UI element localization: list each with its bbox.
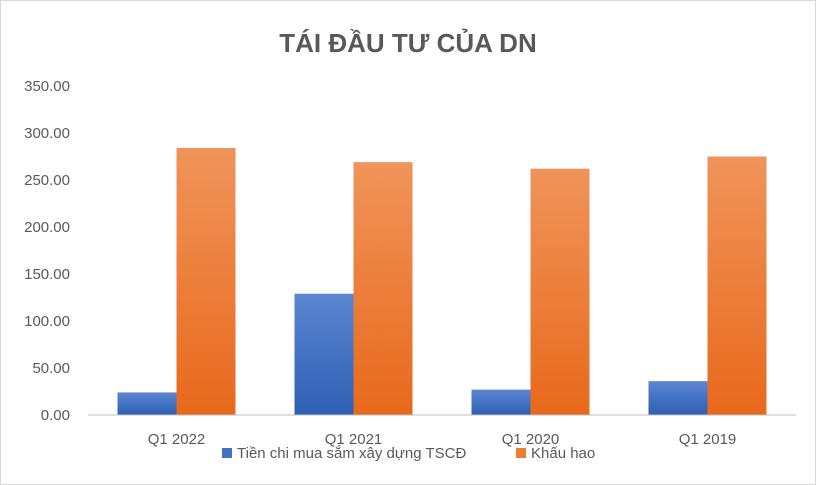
y-tick-label: 150.00	[24, 266, 70, 283]
legend-swatch-capex	[222, 448, 232, 458]
x-tick-label: Q1 2021	[325, 431, 383, 448]
y-tick-label: 200.00	[24, 219, 70, 236]
y-tick-label: 50.00	[32, 360, 70, 377]
y-tick-label: 300.00	[24, 125, 70, 142]
y-tick-label: 250.00	[24, 172, 70, 189]
bar-capex	[648, 381, 708, 415]
legend: Tiền chi mua sắm xây dựng TSCĐ Khấu hao	[222, 445, 595, 462]
y-tick-label: 100.00	[24, 313, 70, 330]
chart-title: TÁI ĐẦU TƯ CỦA DN	[279, 27, 536, 58]
x-tick-label: Q1 2019	[679, 431, 737, 448]
bar-capex	[117, 392, 177, 415]
bar-capex	[294, 293, 354, 415]
bar-capex	[471, 389, 531, 415]
bar-depreciation	[707, 156, 767, 415]
bar-depreciation	[176, 148, 236, 416]
bars	[117, 148, 767, 416]
x-axis: Q1 2022 Q1 2021 Q1 2020 Q1 2019	[148, 431, 737, 448]
y-axis: 0.00 50.00 100.00 150.00 200.00 250.00 300.00 3…	[24, 78, 70, 424]
x-tick-label: Q1 2022	[148, 431, 206, 448]
bar-depreciation	[353, 162, 413, 415]
y-tick-label: 350.00	[24, 78, 70, 95]
bar-depreciation	[530, 168, 590, 415]
x-tick-label: Q1 2020	[502, 431, 560, 448]
legend-label-depreciation: Khấu hao	[531, 445, 595, 462]
legend-label-capex: Tiền chi mua sắm xây dựng TSCĐ	[237, 445, 466, 462]
y-tick-label: 0.00	[41, 407, 70, 424]
legend-swatch-depreciation	[516, 448, 526, 458]
